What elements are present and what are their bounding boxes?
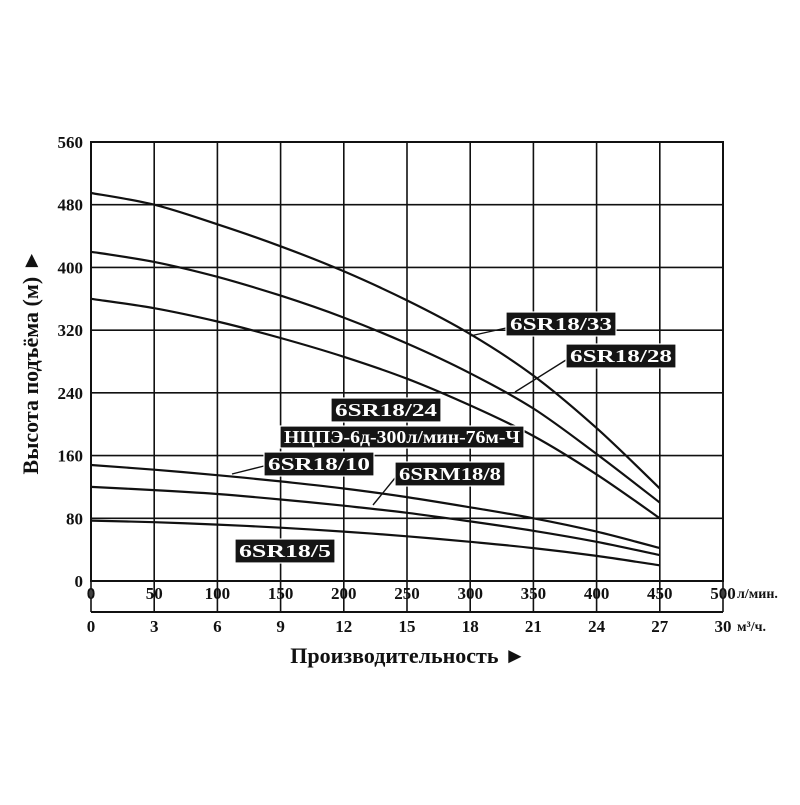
x-tick-label-secondary: 15 — [399, 617, 416, 636]
x-tick-label-secondary: 12 — [335, 617, 352, 636]
series-label: 6SR18/24 — [335, 400, 437, 420]
series-label: 6SR18/28 — [570, 346, 672, 366]
series-label-box — [394, 461, 506, 487]
series-line — [90, 250, 661, 504]
grid — [90, 141, 724, 612]
series-label-box — [234, 538, 336, 564]
series-label-box — [279, 425, 525, 449]
series-line — [90, 297, 661, 520]
x-tick-label-secondary: 27 — [651, 617, 669, 636]
y-tick-label: 240 — [58, 384, 84, 403]
x-tick-label-secondary: 24 — [588, 617, 606, 636]
series-line — [90, 485, 661, 557]
x-tick-label-secondary: 3 — [150, 617, 159, 636]
x-tick-label: 0 — [87, 584, 96, 603]
series-label: 6SR18/5 — [239, 541, 331, 561]
x-tick-label-secondary: 0 — [87, 617, 96, 636]
x-tick-label: 450 — [647, 584, 673, 603]
plot-frame — [90, 141, 724, 582]
series-label-box — [505, 311, 617, 337]
x-axis-title: Производительность ► — [290, 643, 525, 668]
y-axis-title: Высота подъёма (м) ► — [18, 250, 43, 475]
x-tick-label: 150 — [268, 584, 294, 603]
x-tick-label-secondary: 18 — [462, 617, 479, 636]
x-tick-label-secondary: 21 — [525, 617, 542, 636]
y-tick-label: 480 — [58, 196, 84, 215]
series-label: 6SR18/10 — [268, 454, 370, 474]
series-label-box — [565, 343, 677, 369]
x-tick-label-secondary: 30 — [715, 617, 732, 636]
x-unit-secondary: м³/ч. — [737, 620, 766, 635]
series-lines — [90, 191, 661, 567]
series-label-box — [263, 451, 375, 477]
y-tick-label: 80 — [66, 509, 83, 528]
x-tick-label: 400 — [584, 584, 610, 603]
x-tick-label-secondary: 9 — [276, 617, 285, 636]
x-tick-label: 100 — [205, 584, 231, 603]
series-label: 6SR18/33 — [510, 314, 612, 334]
y-tick-label: 0 — [75, 572, 84, 591]
label-leader-line — [514, 359, 567, 393]
x-tick-label: 350 — [521, 584, 547, 603]
x-tick-label: 250 — [394, 584, 420, 603]
y-tick-label: 160 — [58, 447, 84, 466]
label-leader-line — [469, 327, 507, 337]
series-line — [90, 191, 661, 490]
x-tick-label: 300 — [457, 584, 483, 603]
series-line — [90, 463, 661, 550]
label-leader-line — [231, 465, 265, 475]
x-tick-label: 50 — [146, 584, 163, 603]
y-tick-label: 320 — [58, 321, 84, 340]
series-label: 6SRM18/8 — [399, 464, 501, 484]
y-tick-label: 400 — [58, 258, 84, 277]
x-unit-primary: л/мин. — [737, 587, 778, 602]
x-tick-label: 500 — [710, 584, 736, 603]
series-label-box — [330, 397, 442, 423]
label-leader-line — [372, 477, 396, 506]
y-tick-label: 560 — [58, 133, 84, 152]
series-label: НЦПЭ-6д-300л/мин-76м-Ч — [284, 427, 520, 447]
series-line — [90, 519, 660, 567]
x-tick-label: 200 — [331, 584, 357, 603]
series-labels: 6SR18/33 6SR18/28 6SR18/24 НЦПЭ-6д-300л/мин… — [231, 311, 677, 564]
x-tick-label-secondary: 6 — [213, 617, 222, 636]
